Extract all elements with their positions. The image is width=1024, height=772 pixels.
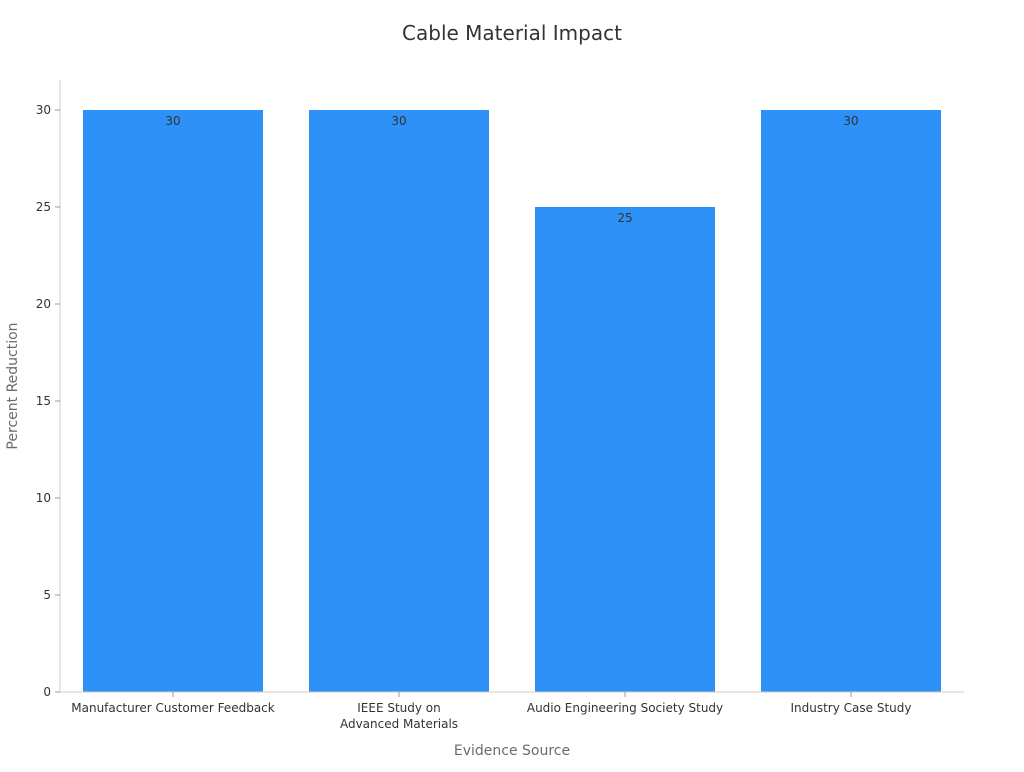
data-labels-layer: 30 30 25 30 — [165, 114, 858, 225]
bar-value-label: 30 — [843, 114, 858, 128]
x-tick-label: Advanced Materials — [340, 717, 458, 731]
y-tick-label: 20 — [36, 297, 51, 311]
x-ticks-layer: Manufacturer Customer Feedback IEEE Study… — [71, 692, 912, 731]
y-tick-label: 5 — [43, 588, 51, 602]
y-tick-label: 30 — [36, 103, 51, 117]
bar — [83, 110, 263, 692]
x-tick-label: Audio Engineering Society Study — [527, 701, 723, 715]
bars-layer — [83, 110, 941, 692]
bar-value-label: 30 — [165, 114, 180, 128]
chart-title: Cable Material Impact — [402, 21, 622, 45]
y-axis-title: Percent Reduction — [5, 322, 21, 449]
y-tick-label: 0 — [43, 685, 51, 699]
y-tick-label: 15 — [36, 394, 51, 408]
y-tick-label: 10 — [36, 491, 51, 505]
x-tick-label: Manufacturer Customer Feedback — [71, 701, 275, 715]
bar-value-label: 30 — [391, 114, 406, 128]
bar — [535, 207, 715, 692]
y-ticks-layer: 0 5 10 15 20 25 30 — [36, 103, 60, 699]
x-tick-label: Industry Case Study — [790, 701, 911, 715]
bar — [761, 110, 941, 692]
bar — [309, 110, 489, 692]
bar-value-label: 25 — [617, 211, 632, 225]
x-axis-title: Evidence Source — [454, 743, 570, 759]
x-tick-label: IEEE Study on — [357, 701, 441, 715]
y-tick-label: 25 — [36, 200, 51, 214]
